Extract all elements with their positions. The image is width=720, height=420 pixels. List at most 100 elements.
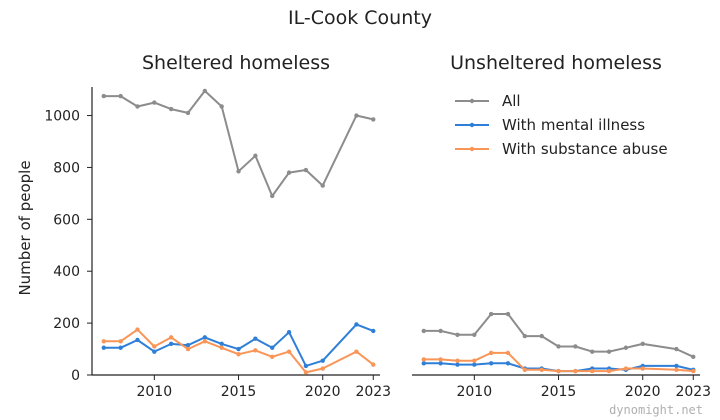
legend-item-substance-abuse: With substance abuse xyxy=(455,140,668,158)
y-tick-label-600: 600 xyxy=(53,212,80,228)
point-sheltered-with-mental-illness-2009 xyxy=(135,337,140,343)
line-sheltered-with-mental-illness xyxy=(103,323,374,367)
point-sheltered-all-2017 xyxy=(270,193,275,199)
point-unsheltered-all-2011 xyxy=(488,311,494,317)
point-unsheltered-with-substance-abuse-2022 xyxy=(674,367,679,373)
point-unsheltered-with-mental-illness-2010 xyxy=(472,362,477,367)
point-sheltered-with-substance-abuse-2017 xyxy=(270,354,275,360)
point-sheltered-with-mental-illness-2007 xyxy=(101,345,106,350)
point-sheltered-all-2022 xyxy=(354,113,359,118)
point-unsheltered-all-2015 xyxy=(556,344,561,349)
legend-marker-all xyxy=(469,98,475,104)
panel-title-sheltered: Sheltered homeless xyxy=(142,52,330,74)
point-unsheltered-with-substance-abuse-2019 xyxy=(623,366,629,371)
point-sheltered-with-substance-abuse-2014 xyxy=(219,345,224,350)
panel-unsheltered: Unsheltered homeless 2010 2015 2020 2023 xyxy=(412,52,711,400)
point-unsheltered-all-2023 xyxy=(691,354,696,360)
point-sheltered-all-2014 xyxy=(219,104,224,109)
point-unsheltered-with-substance-abuse-2009 xyxy=(455,358,460,363)
point-unsheltered-all-2017 xyxy=(590,349,595,354)
x-tick-label-sheltered-2023: 2023 xyxy=(355,384,391,400)
point-unsheltered-all-2008 xyxy=(438,328,443,334)
point-sheltered-with-substance-abuse-2018 xyxy=(286,349,292,354)
point-sheltered-with-mental-illness-2018 xyxy=(286,329,292,335)
point-sheltered-with-substance-abuse-2013 xyxy=(202,339,208,344)
point-sheltered-with-substance-abuse-2016 xyxy=(253,348,258,353)
x-tick-label-unsheltered-2015: 2015 xyxy=(541,384,577,400)
point-unsheltered-with-mental-illness-2022 xyxy=(674,363,679,369)
point-sheltered-with-mental-illness-2010 xyxy=(152,349,157,354)
panel-title-unsheltered: Unsheltered homeless xyxy=(450,52,662,74)
panel-sheltered: Sheltered homeless Number of people 0 200… xyxy=(16,52,391,400)
point-unsheltered-with-substance-abuse-2017 xyxy=(590,368,595,374)
legend-label-mental-illness: With mental illness xyxy=(502,116,645,134)
point-sheltered-all-2020 xyxy=(320,183,325,188)
point-unsheltered-all-2022 xyxy=(674,346,679,352)
point-unsheltered-all-2019 xyxy=(623,345,629,350)
point-sheltered-with-substance-abuse-2007 xyxy=(101,339,106,344)
point-unsheltered-with-substance-abuse-2011 xyxy=(488,350,494,356)
x-tick-label-sheltered-2010: 2010 xyxy=(136,384,172,400)
point-sheltered-all-2010 xyxy=(152,100,157,105)
point-sheltered-with-substance-abuse-2020 xyxy=(320,366,325,371)
point-unsheltered-with-substance-abuse-2013 xyxy=(522,367,528,373)
point-sheltered-with-mental-illness-2019 xyxy=(303,363,309,369)
figure-title: IL-Cook County xyxy=(288,7,432,29)
point-unsheltered-with-substance-abuse-2016 xyxy=(573,368,578,374)
point-sheltered-with-substance-abuse-2008 xyxy=(118,339,123,344)
line-unsheltered-with-substance-abuse xyxy=(423,351,694,373)
point-unsheltered-all-2009 xyxy=(455,332,460,337)
point-unsheltered-all-2013 xyxy=(522,333,528,339)
x-ticks-sheltered: 2010 2015 2020 2023 xyxy=(136,375,391,400)
point-sheltered-with-substance-abuse-2011 xyxy=(168,335,174,340)
point-sheltered-with-mental-illness-2017 xyxy=(270,345,275,350)
point-unsheltered-with-mental-illness-2009 xyxy=(455,362,460,367)
point-unsheltered-all-2012 xyxy=(505,311,511,317)
legend-marker-substance-abuse xyxy=(469,146,475,152)
point-unsheltered-with-substance-abuse-2012 xyxy=(505,350,511,356)
point-sheltered-with-substance-abuse-2019 xyxy=(303,370,309,375)
legend-item-all: All xyxy=(455,92,521,110)
point-sheltered-with-mental-illness-2014 xyxy=(219,341,224,347)
y-tick-label-800: 800 xyxy=(53,160,80,176)
line-unsheltered-all xyxy=(423,313,694,358)
legend-marker-mental-illness xyxy=(469,122,475,128)
point-sheltered-all-2007 xyxy=(101,93,106,99)
point-sheltered-with-substance-abuse-2022 xyxy=(354,349,359,354)
point-unsheltered-with-mental-illness-2008 xyxy=(438,361,443,366)
point-unsheltered-with-mental-illness-2011 xyxy=(488,361,494,366)
point-sheltered-with-substance-abuse-2015 xyxy=(236,352,241,357)
point-sheltered-with-mental-illness-2022 xyxy=(354,322,359,327)
legend: All With mental illness With substance a… xyxy=(455,92,668,158)
series-unsheltered xyxy=(421,311,696,374)
point-sheltered-with-substance-abuse-2023 xyxy=(371,362,376,367)
point-sheltered-all-2009 xyxy=(135,104,140,109)
legend-item-mental-illness: With mental illness xyxy=(455,116,645,134)
x-tick-label-sheltered-2020: 2020 xyxy=(305,384,341,400)
point-unsheltered-with-mental-illness-2007 xyxy=(421,361,426,366)
x-tick-label-unsheltered-2023: 2023 xyxy=(675,384,711,400)
x-tick-label-unsheltered-2010: 2010 xyxy=(456,384,492,400)
point-unsheltered-with-substance-abuse-2007 xyxy=(421,357,426,362)
y-ticks-sheltered: 0 200 400 600 800 1000 xyxy=(44,109,92,384)
point-sheltered-with-mental-illness-2023 xyxy=(371,328,376,334)
point-unsheltered-all-2018 xyxy=(606,349,612,354)
point-unsheltered-with-substance-abuse-2010 xyxy=(472,358,477,363)
point-sheltered-all-2016 xyxy=(253,153,258,158)
point-unsheltered-with-substance-abuse-2008 xyxy=(438,357,443,362)
point-unsheltered-all-2007 xyxy=(421,328,426,334)
watermark: dynomight.net xyxy=(609,403,703,417)
point-sheltered-with-mental-illness-2015 xyxy=(236,346,241,352)
point-sheltered-all-2019 xyxy=(303,167,309,173)
legend-label-all: All xyxy=(502,92,521,110)
point-unsheltered-with-substance-abuse-2018 xyxy=(606,368,612,374)
point-unsheltered-all-2020 xyxy=(640,341,645,347)
point-sheltered-with-mental-illness-2016 xyxy=(253,336,258,341)
point-sheltered-all-2011 xyxy=(168,106,174,112)
point-sheltered-with-mental-illness-2008 xyxy=(118,345,123,350)
x-ticks-unsheltered: 2010 2015 2020 2023 xyxy=(456,375,711,400)
point-sheltered-all-2018 xyxy=(286,170,292,175)
point-sheltered-with-substance-abuse-2009 xyxy=(135,327,140,332)
point-sheltered-all-2013 xyxy=(202,88,208,94)
legend-label-substance-abuse: With substance abuse xyxy=(502,140,668,158)
